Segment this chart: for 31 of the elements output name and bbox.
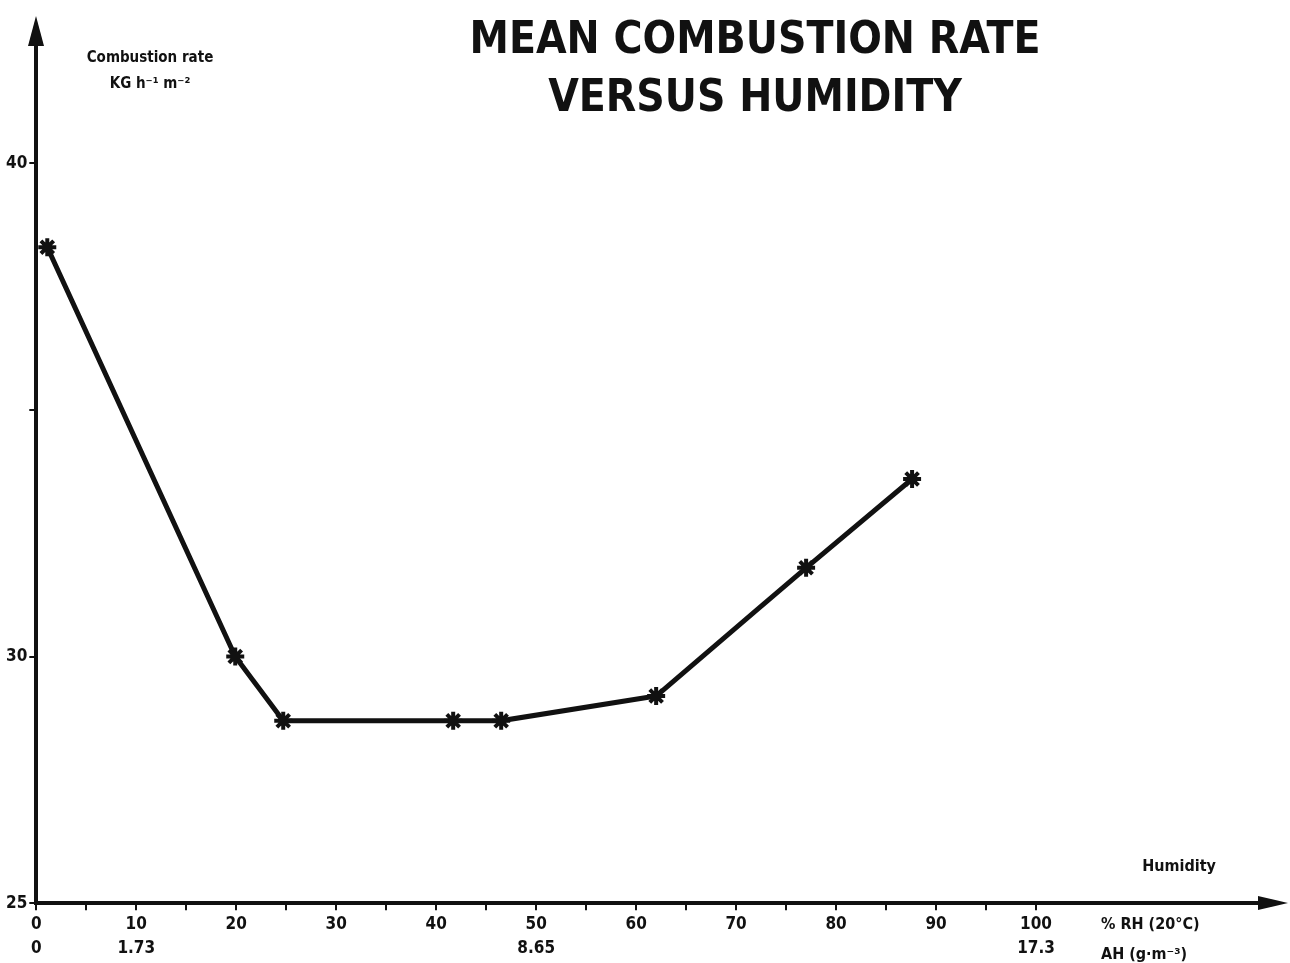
point <box>795 556 818 579</box>
point <box>901 468 924 490</box>
x-tick-label: 70 <box>725 912 747 933</box>
x-tick-label: 50 <box>525 912 547 933</box>
y-tick-label: 30 <box>5 644 28 665</box>
x-tick-label: 10 <box>125 912 147 933</box>
point <box>224 645 247 668</box>
x-axis-title: % RH (20°C) <box>1101 914 1200 934</box>
y-tick-label: 25 <box>5 891 28 912</box>
x-tick-label: 0 <box>30 912 42 933</box>
x2-tick-label: 0 <box>30 937 42 958</box>
x-tick-label: 90 <box>925 912 947 933</box>
x-tick-label: 80 <box>825 912 847 933</box>
x2-axis-title: AH (g·m⁻³) <box>1101 943 1188 963</box>
point <box>36 236 59 259</box>
y-tick-label: 40 <box>5 151 28 172</box>
x-tick-label: 100 <box>1020 912 1053 933</box>
x-tick-label: 40 <box>425 912 447 933</box>
x-tick-label: 30 <box>325 912 347 933</box>
x-tick-label: 60 <box>625 912 647 933</box>
x2-tick-label: 17.3 <box>1017 937 1055 958</box>
x2-tick-label: 8.65 <box>517 937 556 958</box>
y-axis-title: Combustion rate KG h⁻¹ m⁻² <box>86 47 214 92</box>
chart-title: MEAN COMBUSTION RATE VERSUS HUMIDITY <box>469 12 1041 122</box>
point <box>645 685 668 708</box>
point <box>490 709 513 732</box>
x-tick-label: 20 <box>225 912 247 933</box>
point <box>272 709 295 732</box>
x2-tick-label: 1.73 <box>117 937 156 958</box>
point <box>442 709 465 732</box>
annotation: Humidity <box>1142 856 1217 876</box>
